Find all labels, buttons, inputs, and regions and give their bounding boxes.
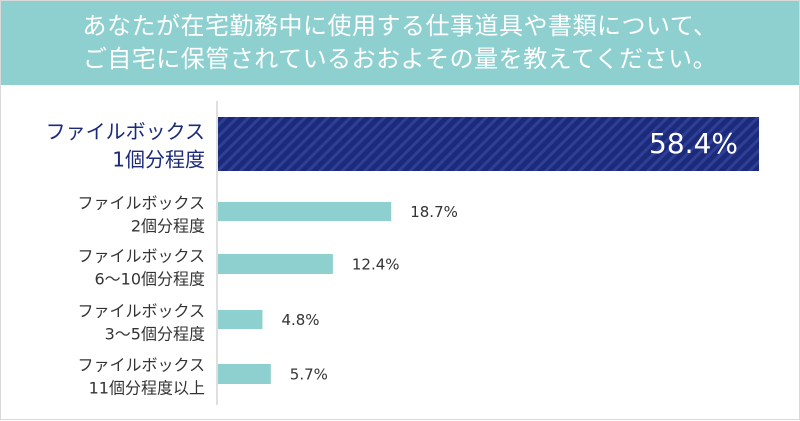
bar	[218, 364, 271, 384]
question-line-1: あなたが在宅勤務中に使用する仕事道具や書類について、	[82, 12, 718, 40]
category-label: ファイルボックス	[77, 247, 205, 266]
category-label: ファイルボックス	[46, 120, 205, 144]
bar	[218, 310, 263, 329]
data-label: 5.7%	[290, 366, 328, 384]
category-label: ファイルボックス	[77, 356, 205, 375]
category-label: 2個分程度	[131, 217, 205, 236]
category-label: 11個分程度以上	[89, 379, 205, 398]
question-header: あなたが在宅勤務中に使用する仕事道具や書類について、 ご自宅に保管されているおお…	[1, 1, 799, 85]
category-label: 6～10個分程度	[94, 270, 205, 289]
category-label: 1個分程度	[112, 148, 205, 172]
category-label: ファイルボックス	[77, 302, 205, 321]
bar	[218, 117, 759, 171]
data-label: 12.4%	[352, 256, 400, 274]
data-label: 58.4%	[649, 127, 738, 160]
category-label: 3～5個分程度	[105, 325, 205, 344]
data-label: 18.7%	[410, 203, 458, 221]
question-line-2: ご自宅に保管されているおおよその量を教えてください。	[82, 45, 718, 73]
data-label: 4.8%	[281, 311, 319, 329]
bar	[218, 202, 392, 221]
category-label: ファイルボックス	[77, 194, 205, 213]
bar	[218, 254, 333, 274]
